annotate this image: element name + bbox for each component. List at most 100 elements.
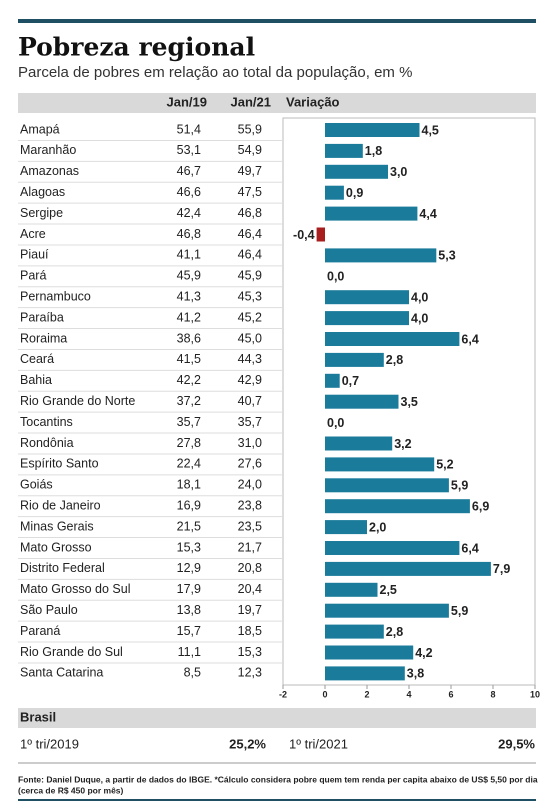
col-header: Jan/21 [231,94,271,109]
value-label: 3,0 [390,165,407,179]
bar [325,666,405,681]
jan21-cell: 18,5 [238,624,262,638]
x-tick-label: 2 [364,689,369,699]
x-tick-label: 10 [530,689,540,699]
jan19-cell: 15,7 [177,624,201,638]
value-label: -0,4 [293,228,315,242]
jan21-cell: 42,9 [238,373,262,387]
col-header: Jan/19 [167,94,207,109]
jan21-cell: 31,0 [238,436,262,450]
value-label: 2,0 [369,520,386,534]
bar [325,290,409,305]
jan19-cell: 45,9 [177,269,201,283]
bar [325,520,367,535]
jan21-cell: 24,0 [238,478,262,492]
jan19-cell: 46,7 [177,164,201,178]
jan21-cell: 35,7 [238,415,262,429]
summary-label: 1º tri/2019 [20,736,79,751]
state-name: Rio Grande do Sul [20,645,123,659]
bar [325,373,340,388]
value-label: 5,2 [436,458,453,472]
value-label: 6,4 [461,332,478,346]
value-label: 3,8 [407,667,424,681]
jan21-cell: 23,8 [238,498,262,512]
jan21-cell: 12,3 [238,666,262,680]
value-label: 0,7 [342,374,359,388]
value-label: 6,4 [461,541,478,555]
jan19-cell: 27,8 [177,436,201,450]
bar [325,394,399,409]
subtitle: Parcela de pobres em relação ao total da… [18,64,412,81]
value-label: 0,0 [327,270,344,284]
summary-title: Brasil [20,709,56,724]
jan21-cell: 45,3 [238,289,262,303]
state-name: Goiás [20,478,53,492]
bar [325,603,449,618]
jan21-cell: 20,4 [238,582,262,596]
jan21-cell: 46,8 [238,206,262,220]
jan21-cell: 49,7 [238,164,262,178]
bar [325,478,449,493]
value-label: 4,4 [419,207,436,221]
state-name: Distrito Federal [20,561,105,575]
footer: Fonte: Daniel Duque, a partir de dados d… [18,774,538,784]
jan19-cell: 11,1 [178,645,201,659]
bar [325,248,437,263]
title: Pobreza regional [18,33,255,62]
jan19-cell: 37,2 [177,394,201,408]
state-name: Pará [20,269,46,283]
jan19-cell: 35,7 [177,415,201,429]
jan19-cell: 41,2 [177,310,201,324]
jan19-cell: 51,4 [177,122,201,136]
bar [325,143,363,158]
state-name: Mato Grosso do Sul [20,582,130,596]
jan21-cell: 45,2 [238,310,262,324]
value-label: 4,0 [411,290,428,304]
summary-value: 25,2% [229,736,266,751]
state-name: Rio Grande do Norte [20,394,135,408]
bar [325,499,470,514]
jan21-cell: 40,7 [238,394,262,408]
jan21-cell: 21,7 [238,540,262,554]
jan19-cell: 8,5 [184,666,201,680]
state-name: Espírito Santo [20,457,99,471]
bar [325,185,344,200]
jan19-cell: 17,9 [177,582,201,596]
col-header: Variação [286,94,340,109]
summary-value: 29,5% [498,736,535,751]
jan19-cell: 16,9 [177,498,201,512]
value-label: 6,9 [472,499,489,513]
bar [316,227,325,242]
jan21-cell: 20,8 [238,561,262,575]
jan21-cell: 54,9 [238,143,262,157]
value-label: 2,5 [380,583,397,597]
x-tick-label: 4 [406,689,411,699]
state-name: Rio de Janeiro [20,498,101,512]
state-name: Mato Grosso [20,540,92,554]
bar [325,457,435,472]
value-label: 1,8 [365,144,382,158]
bar [325,206,418,221]
value-label: 2,8 [386,353,403,367]
x-tick-label: 8 [490,689,495,699]
value-label: 4,0 [411,311,428,325]
jan21-cell: 19,7 [238,603,262,617]
state-name: Maranhão [20,143,76,157]
jan21-cell: 45,0 [238,331,262,345]
header-band [18,93,536,113]
bar [325,561,491,576]
summary-label: 1º tri/2021 [289,736,348,751]
jan19-cell: 38,6 [177,331,201,345]
value-label: 5,9 [451,604,468,618]
state-name: Sergipe [20,206,63,220]
state-name: Roraima [20,331,67,345]
jan21-cell: 46,4 [238,227,262,241]
value-label: 3,5 [401,395,418,409]
bar [325,541,460,555]
state-name: Amazonas [20,164,79,178]
jan19-cell: 13,8 [177,603,201,617]
value-label: 7,9 [493,562,510,576]
jan21-cell: 47,5 [238,185,262,199]
state-name: Bahia [20,373,52,387]
